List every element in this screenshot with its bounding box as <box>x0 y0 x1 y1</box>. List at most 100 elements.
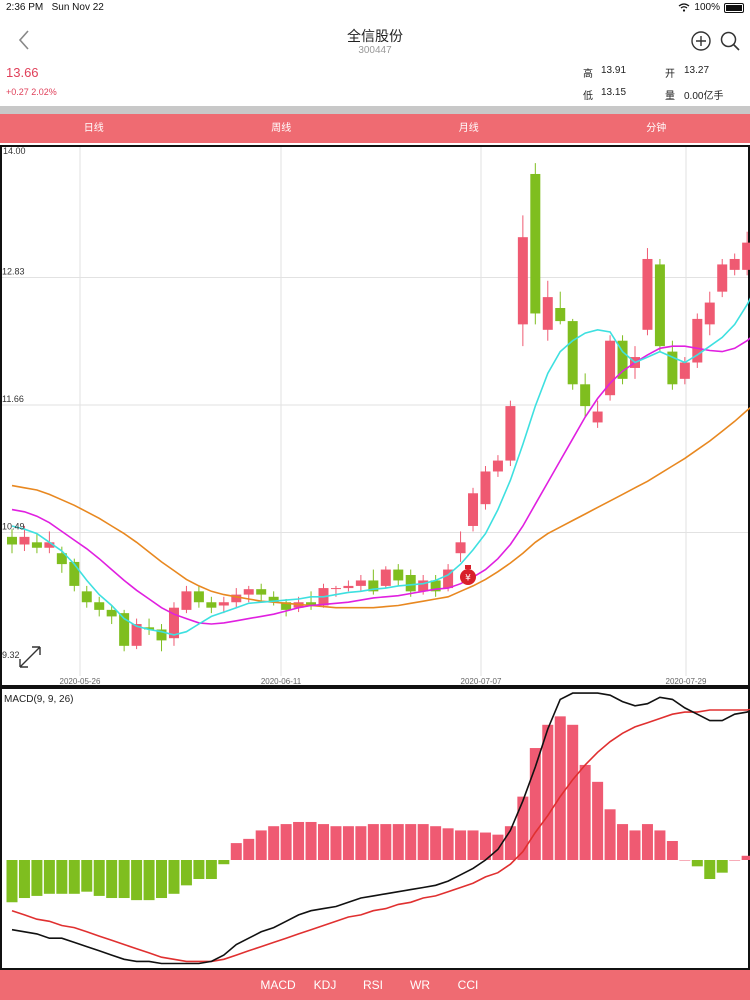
tab-minute[interactable]: 分钟 <box>646 123 667 134</box>
macd-title: MACD(9, 9, 26) <box>4 694 73 705</box>
status-bar: 2:36 PM Sun Nov 22 100% <box>0 0 750 16</box>
candle <box>94 596 105 617</box>
candle <box>567 318 578 390</box>
macd-histogram-bar <box>56 860 68 894</box>
volume-label: 量 <box>665 91 675 102</box>
indicator-tab-cci[interactable]: CCI <box>457 978 479 992</box>
macd-histogram-bar <box>417 824 429 860</box>
candle <box>106 605 117 625</box>
macd-histogram-bar <box>729 860 741 861</box>
candlestick-chart[interactable]: 14.00 12.83 11.66 10.49 9.32 2020-05-26 2020-0… <box>0 145 750 687</box>
macd-histogram-bar <box>654 830 666 860</box>
status-time-text: 2:36 PM <box>6 2 44 13</box>
divider <box>0 106 750 114</box>
back-chevron-icon[interactable] <box>14 28 36 52</box>
macd-histogram-bar <box>542 724 554 860</box>
candle <box>555 291 566 325</box>
candle <box>256 583 267 603</box>
wifi-icon <box>679 3 690 12</box>
macd-histogram-bar <box>504 826 516 860</box>
x-tick-label: 2020-06-11 <box>261 677 302 686</box>
macd-histogram-bar <box>81 860 93 892</box>
macd-histogram-bar <box>604 809 616 860</box>
candle <box>405 569 416 597</box>
status-time: 2:36 PM Sun Nov 22 <box>6 2 104 13</box>
candle <box>592 400 603 428</box>
high-label: 高 <box>583 69 593 80</box>
candle <box>206 596 217 614</box>
macd-histogram-bar <box>492 834 504 860</box>
dif-line <box>11 692 750 965</box>
indicator-tab-wr[interactable]: WR <box>410 978 430 992</box>
candle <box>742 231 750 276</box>
macd-histogram-bar <box>342 826 354 860</box>
macd-histogram-bar <box>430 826 442 860</box>
low-label: 低 <box>583 91 593 102</box>
add-icon[interactable] <box>690 30 712 52</box>
svg-text:¥: ¥ <box>465 574 471 584</box>
indicator-tab-macd[interactable]: MACD <box>260 978 296 992</box>
candle <box>617 335 628 385</box>
candle <box>542 280 553 341</box>
x-tick-label: 2020-07-07 <box>461 677 502 686</box>
tab-monthly[interactable]: 月线 <box>458 123 479 134</box>
macd-histogram-bar <box>131 860 143 901</box>
candle <box>505 400 516 467</box>
nav-header: 全信股份 300447 <box>0 18 750 62</box>
candle <box>430 575 441 597</box>
macd-histogram-bar <box>305 821 317 860</box>
macd-histogram-bar <box>18 860 30 899</box>
candle <box>380 566 391 589</box>
candle <box>81 585 92 608</box>
macd-histogram-bar <box>467 830 479 860</box>
candle <box>355 575 366 592</box>
candle <box>492 455 503 477</box>
macd-histogram-bar <box>479 832 491 860</box>
macd-histogram-bar <box>6 860 18 903</box>
macd-histogram-bar <box>156 860 168 899</box>
tab-weekly[interactable]: 周线 <box>271 123 292 134</box>
candle <box>268 591 279 606</box>
search-icon[interactable] <box>719 30 741 52</box>
macd-histogram-bar <box>666 840 678 860</box>
candle <box>393 564 404 586</box>
ma5-line <box>11 297 750 636</box>
macd-histogram-bar <box>392 824 404 860</box>
quote-panel: 13.66 +0.27 2.02% 高 13.91 开 13.27 低 13.1… <box>0 60 750 106</box>
candle <box>480 466 491 510</box>
price-change: +0.27 2.02% <box>6 87 57 97</box>
macd-histogram-bar <box>355 826 367 860</box>
indicator-tab-rsi[interactable]: RSI <box>362 978 384 992</box>
macd-histogram-bar <box>180 860 192 886</box>
candle <box>368 569 379 595</box>
candle <box>19 525 30 552</box>
volume-value: 0.00亿手 <box>684 91 724 102</box>
macd-chart[interactable]: MACD(9, 9, 26) <box>0 687 750 970</box>
macd-histogram-bar <box>280 824 292 860</box>
expand-icon[interactable] <box>19 646 41 668</box>
macd-histogram-bar <box>629 830 641 860</box>
candle <box>580 373 591 417</box>
candle <box>455 531 466 562</box>
tab-daily[interactable]: 日线 <box>83 123 104 134</box>
ma10-line <box>11 337 750 625</box>
y-tick-label: 11.66 <box>2 394 24 404</box>
candle <box>692 313 703 368</box>
x-tick-label: 2020-07-29 <box>666 677 707 686</box>
candle <box>654 258 665 352</box>
candle <box>717 258 728 298</box>
indicator-tab-kdj[interactable]: KDJ <box>313 978 337 992</box>
candle <box>144 618 155 635</box>
candle <box>193 585 204 608</box>
macd-histogram-bar <box>143 860 155 901</box>
candle <box>729 253 740 276</box>
macd-histogram-bar <box>691 860 703 867</box>
macd-histogram-bar <box>268 826 280 860</box>
macd-histogram-bar <box>68 860 80 894</box>
status-right: 100% <box>678 2 744 13</box>
candle <box>119 609 130 652</box>
low-value: 13.15 <box>601 87 627 98</box>
macd-histogram-bar <box>405 824 417 860</box>
battery-percent: 100% <box>694 2 720 13</box>
candle <box>31 533 42 554</box>
